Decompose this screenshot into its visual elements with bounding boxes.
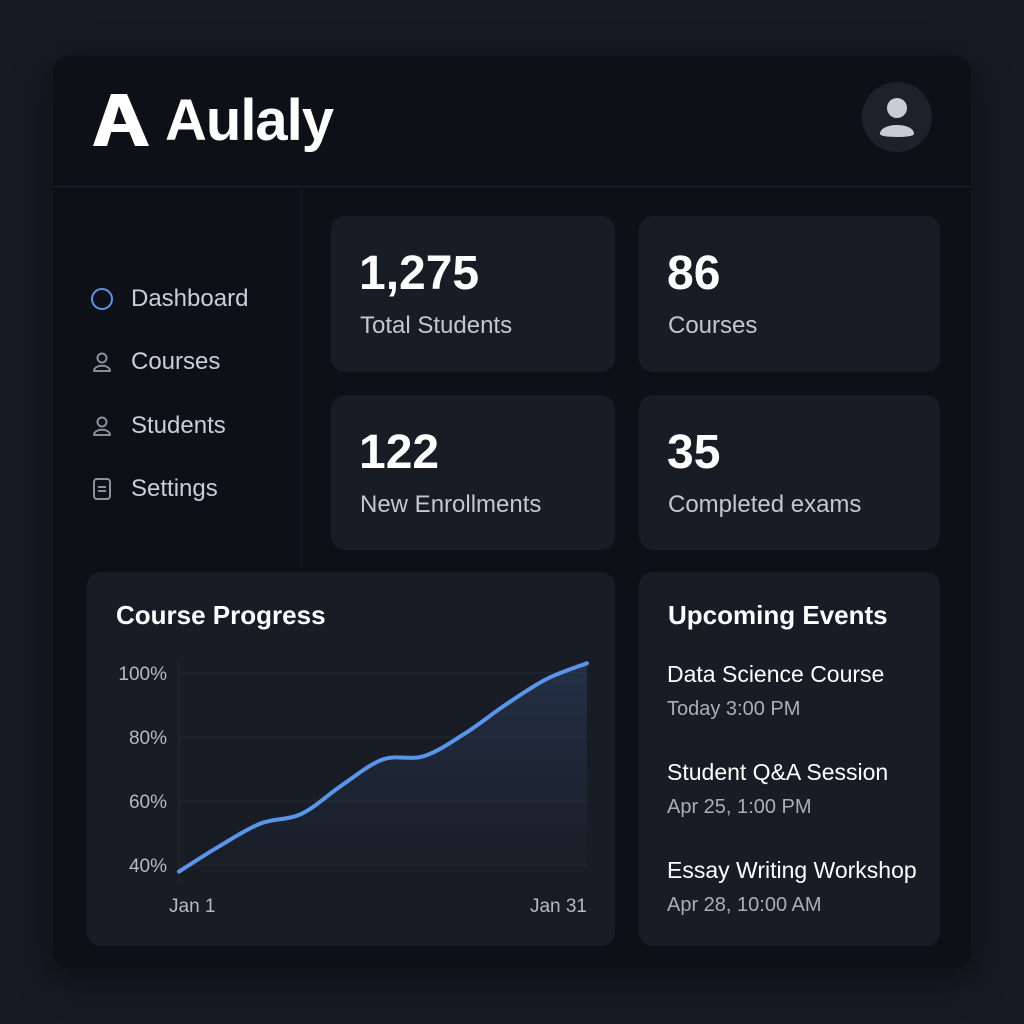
sidebar-item-label: Students xyxy=(131,412,226,439)
event-item[interactable]: Student Q&A Session Apr 25, 1:00 PM xyxy=(667,758,947,819)
x-tick-label: Jan 1 xyxy=(169,896,215,917)
sidebar-item-label: Dashboard xyxy=(131,285,249,312)
y-tick-label: 40% xyxy=(129,856,167,877)
y-tick-label: 80% xyxy=(129,728,167,749)
series-line xyxy=(177,661,589,874)
event-title: Essay Writing Workshop xyxy=(667,857,917,883)
sidebar-item-label: Courses xyxy=(131,348,221,375)
app-window: Aulaly Dashboard Courses Students xyxy=(53,56,971,968)
stat-value: 1,275 xyxy=(359,247,480,300)
upcoming-events-panel: Upcoming Events Data Science Course Toda… xyxy=(639,572,940,946)
circle-icon xyxy=(89,286,115,312)
stat-label: Completed exams xyxy=(668,491,862,518)
sidebar: Dashboard Courses Students Settings xyxy=(53,187,302,567)
sidebar-item-label: Settings xyxy=(131,475,218,502)
event-item[interactable]: Data Science Course Today 3:00 PM xyxy=(667,660,947,721)
sidebar-item-courses[interactable]: Courses xyxy=(89,342,289,382)
event-title: Student Q&A Session xyxy=(667,759,889,785)
event-title: Data Science Course xyxy=(667,661,885,687)
stat-value: 86 xyxy=(667,247,721,300)
event-time: Apr 25, 1:00 PM xyxy=(667,796,812,818)
user-avatar-icon xyxy=(880,98,914,137)
stat-value: 35 xyxy=(667,426,721,479)
x-tick-label: Jan 31 xyxy=(530,896,587,917)
y-tick-label: 100% xyxy=(118,664,167,685)
sidebar-item-students[interactable]: Students xyxy=(89,406,289,446)
stat-label: Courses xyxy=(668,312,758,339)
panel-title: Course Progress xyxy=(116,600,326,630)
document-icon xyxy=(89,476,115,502)
stat-label: Total Students xyxy=(360,312,513,339)
series-area xyxy=(179,663,587,878)
header: Aulaly xyxy=(53,56,971,187)
stat-label: New Enrollments xyxy=(360,491,542,518)
stat-card-new-enrollments: 122 New Enrollments xyxy=(331,395,615,550)
user-icon xyxy=(89,349,115,375)
event-time: Today 3:00 PM xyxy=(667,698,801,720)
stat-card-total-students: 1,275 Total Students xyxy=(331,216,615,372)
event-time: Apr 28, 10:00 AM xyxy=(667,894,822,916)
sidebar-item-dashboard[interactable]: Dashboard xyxy=(89,279,289,319)
user-icon xyxy=(89,413,115,439)
app-title: Aulaly xyxy=(165,88,334,153)
avatar[interactable] xyxy=(862,82,932,152)
logo-icon xyxy=(93,94,149,146)
stat-value: 122 xyxy=(359,426,440,479)
sidebar-item-settings[interactable]: Settings xyxy=(89,469,289,509)
stat-card-completed-exams: 35 Completed exams xyxy=(639,395,940,550)
y-tick-label: 60% xyxy=(129,792,167,813)
course-progress-panel: Course Progress 100% 80% 60% 40% Jan 1 Jan 31 xyxy=(87,572,615,946)
event-item[interactable]: Essay Writing Workshop Apr 28, 10:00 AM xyxy=(667,856,947,917)
course-progress-chart: 100% 80% 60% 40%Jan 1 Jan 31 xyxy=(118,660,589,917)
panel-title: Upcoming Events xyxy=(668,600,888,630)
stat-card-courses: 86 Courses xyxy=(639,216,940,372)
